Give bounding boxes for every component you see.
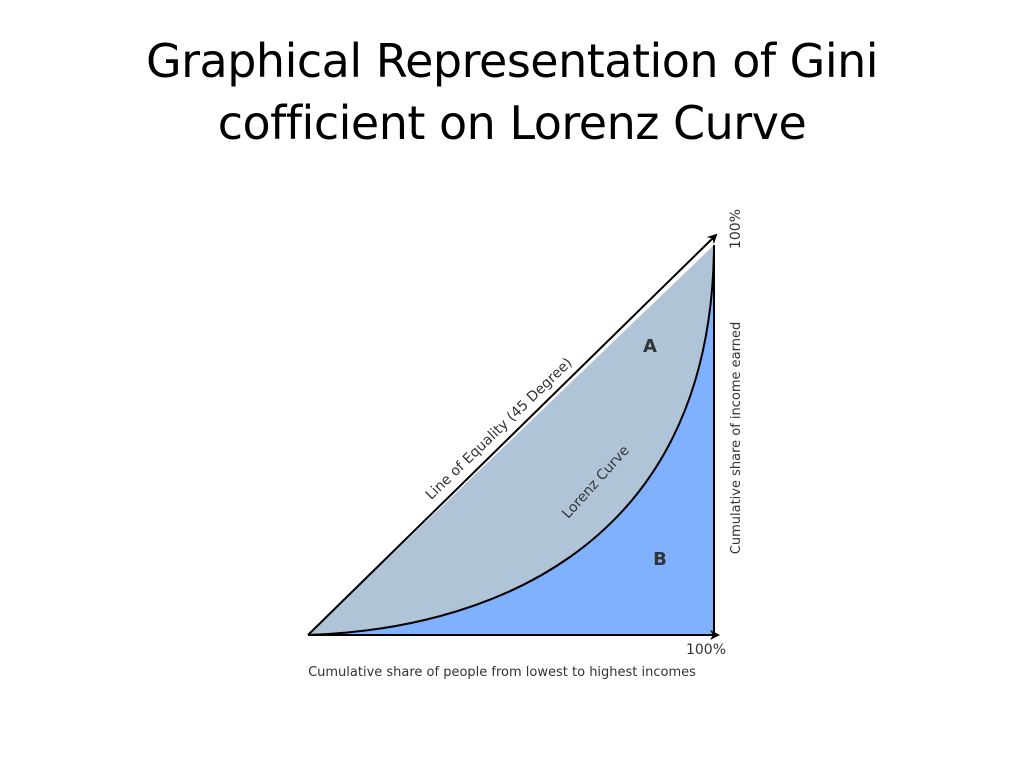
y-axis-title: Cumulative share of income earned	[729, 322, 744, 554]
area-b-region	[308, 245, 714, 635]
area-a-region	[308, 245, 714, 635]
label-x-right-100: 100%	[686, 642, 726, 658]
label-area-b: B	[653, 549, 667, 570]
slide-title-line-1: Graphical Representation of Gini	[145, 34, 879, 88]
lorenz-curve	[307, 244, 715, 636]
slide-title-line-2: cofficient on Lorenz Curve	[217, 96, 807, 150]
line-of-equality	[307, 233, 718, 636]
x-axis-title: Cumulative share of people from lowest t…	[308, 665, 696, 680]
label-y-top-100: 100%	[728, 209, 744, 249]
label-area-a: A	[643, 336, 657, 357]
slide-title: Graphical Representation of Gini coffici…	[0, 30, 1024, 154]
